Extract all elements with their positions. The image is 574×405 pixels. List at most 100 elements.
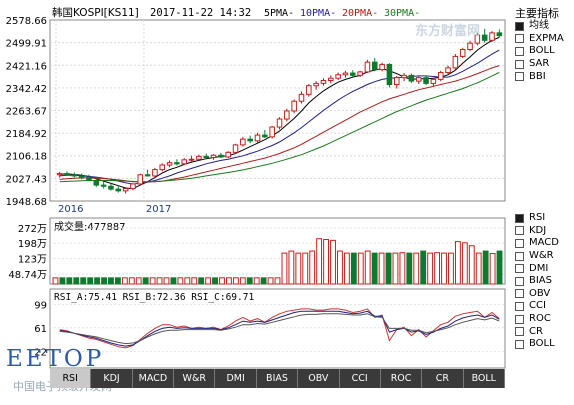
volume-bar xyxy=(406,252,413,285)
tab-macd[interactable]: MACD xyxy=(133,369,175,388)
legend-item-label: 均线 xyxy=(529,20,549,32)
sub-indicator-boll[interactable]: BOLL xyxy=(515,338,574,351)
sub-indicator-roc[interactable]: ROC xyxy=(515,313,574,326)
candle-body xyxy=(56,173,63,176)
candle-body xyxy=(159,164,166,171)
sub-indicator-obv[interactable]: OBV xyxy=(515,288,574,301)
main-indicator-ma[interactable]: 均线 xyxy=(515,20,574,33)
candlestick xyxy=(115,186,122,193)
sub-indicator-macd[interactable]: MACD xyxy=(515,237,574,250)
checkbox-icon[interactable] xyxy=(515,213,524,223)
volume-bar xyxy=(441,252,447,285)
sub-indicator-cci[interactable]: CCI xyxy=(515,300,574,313)
tab-cci[interactable]: CCI xyxy=(340,369,381,388)
candle-body xyxy=(408,74,415,82)
candle-body xyxy=(459,48,466,57)
checkbox-icon[interactable] xyxy=(515,46,524,56)
candle-body xyxy=(130,183,136,190)
main-indicator-boll[interactable]: BOLL xyxy=(515,45,574,58)
candlestick xyxy=(393,75,400,89)
price-tick-label: 2499.91 xyxy=(6,39,47,50)
checkbox-icon[interactable] xyxy=(515,276,524,286)
volume-tick-label: 123万 xyxy=(18,255,47,266)
checkbox-icon[interactable] xyxy=(515,327,524,337)
candlestick xyxy=(86,174,92,182)
candle-body xyxy=(188,158,195,161)
volume-bar xyxy=(427,252,434,285)
candlestick xyxy=(335,72,341,80)
candle-body xyxy=(496,32,503,37)
tab-dmi[interactable]: DMI xyxy=(215,369,257,388)
checkbox-icon[interactable] xyxy=(515,301,524,311)
volume-bar xyxy=(330,239,336,285)
candlestick xyxy=(152,167,158,178)
sub-indicator-cr[interactable]: CR xyxy=(515,325,574,338)
volume-bar xyxy=(108,277,114,285)
tab-kdj[interactable]: KDJ xyxy=(91,369,133,388)
main-indicator-expma[interactable]: EXPMA xyxy=(515,33,574,46)
candlestick xyxy=(225,151,231,159)
sub-indicator-dmi[interactable]: DMI xyxy=(515,262,574,275)
candle-body xyxy=(430,78,437,84)
volume-bar xyxy=(371,252,378,285)
checkbox-icon[interactable] xyxy=(515,238,524,248)
candlestick xyxy=(130,183,136,191)
sub-indicator-kdj[interactable]: KDJ xyxy=(515,225,574,238)
volume-bar xyxy=(343,252,350,285)
checkbox-icon[interactable] xyxy=(515,264,524,274)
volume-bar xyxy=(295,252,302,285)
tab-wr[interactable]: W&R xyxy=(174,369,216,388)
checkbox-icon[interactable] xyxy=(515,21,524,31)
volume-bar xyxy=(260,277,267,285)
candle-body xyxy=(401,74,407,79)
legend-item-label: W&R xyxy=(529,250,554,262)
candle-body xyxy=(474,34,481,44)
tab-rsi[interactable]: RSI xyxy=(50,369,92,388)
tab-roc[interactable]: ROC xyxy=(381,369,423,388)
tab-cr[interactable]: CR xyxy=(422,369,464,388)
tab-boll[interactable]: BOLL xyxy=(464,369,505,388)
volume-bar xyxy=(205,277,212,285)
checkbox-icon[interactable] xyxy=(515,34,524,44)
candle-body xyxy=(210,154,217,159)
volume-label: 成交量:477887 xyxy=(54,220,126,233)
price-tick-label: 2342.42 xyxy=(6,84,47,95)
checkbox-icon[interactable] xyxy=(515,72,524,82)
sub-indicator-wr[interactable]: W&R xyxy=(515,250,574,263)
checkbox-icon[interactable] xyxy=(515,226,524,236)
checkbox-icon[interactable] xyxy=(515,339,524,349)
candle-body xyxy=(196,155,202,160)
tab-bias[interactable]: BIAS xyxy=(257,369,299,388)
candle-body xyxy=(452,55,459,69)
candle-body xyxy=(379,63,385,71)
checkbox-icon[interactable] xyxy=(515,314,524,324)
legend-item-label: OBV xyxy=(529,287,551,299)
candlestick xyxy=(408,73,415,83)
candle-body xyxy=(254,134,261,142)
candlestick xyxy=(481,28,488,43)
main-indicator-sar[interactable]: SAR xyxy=(515,58,574,71)
main-indicator-bbi[interactable]: BBI xyxy=(515,70,574,83)
sub-indicator-bias[interactable]: BIAS xyxy=(515,275,574,288)
legend-item-label: RSI xyxy=(529,212,546,224)
tab-obv[interactable]: OBV xyxy=(298,369,340,388)
legend-item-label: ROC xyxy=(529,313,551,325)
checkbox-icon[interactable] xyxy=(515,59,524,69)
candle-body xyxy=(115,188,122,192)
candle-body xyxy=(328,77,334,82)
candlestick xyxy=(291,99,297,114)
sub-indicator-rsi[interactable]: RSI xyxy=(515,212,574,225)
volume-bar xyxy=(59,277,66,285)
rsi-line-rsi_a xyxy=(59,308,500,349)
checkbox-icon[interactable] xyxy=(515,251,524,261)
candle-body xyxy=(240,138,246,146)
candlestick xyxy=(467,40,473,52)
checkbox-icon[interactable] xyxy=(515,289,524,299)
volume-bar xyxy=(121,277,128,285)
volume-tick-label: 272万 xyxy=(18,224,47,235)
candle-body xyxy=(437,71,444,80)
volume-bar xyxy=(482,250,489,285)
price-tick-label: 2263.67 xyxy=(6,107,47,118)
candle-body xyxy=(144,174,151,177)
candlestick xyxy=(379,62,385,72)
